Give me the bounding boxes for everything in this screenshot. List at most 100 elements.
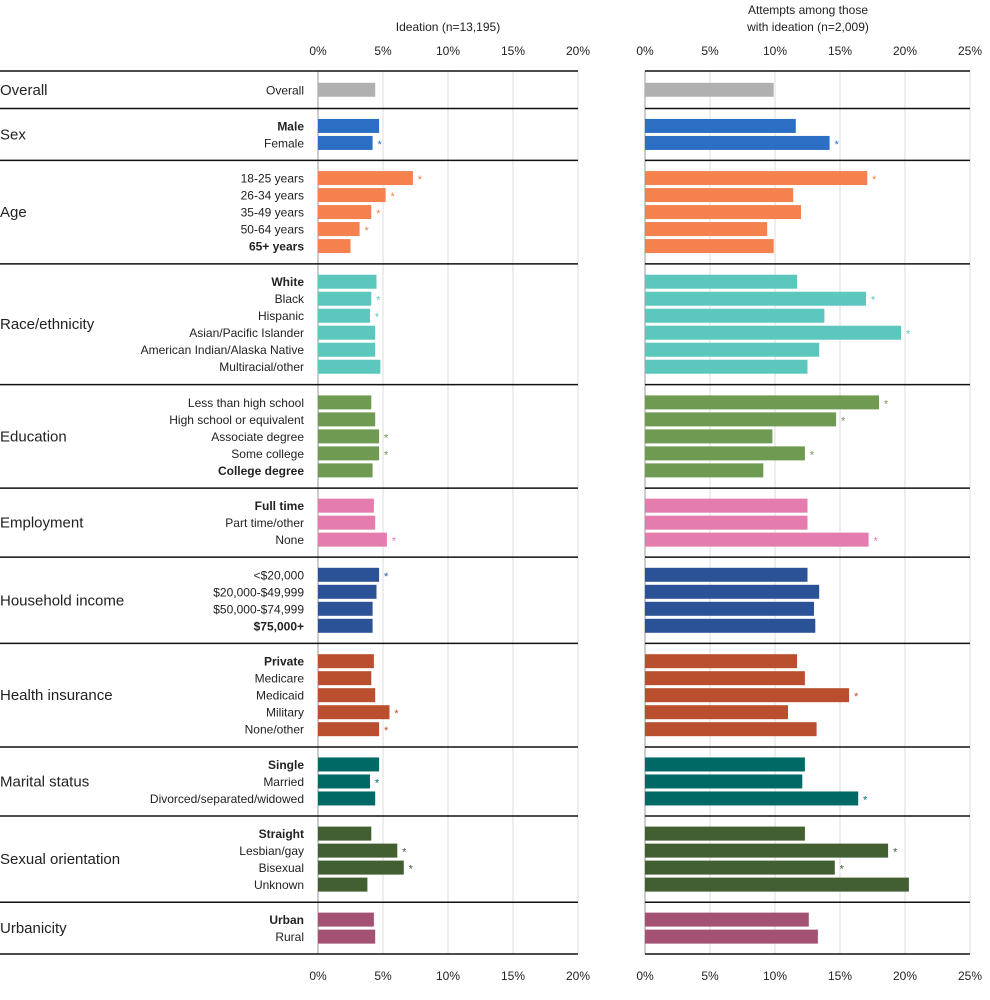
- bar-ideation: [318, 82, 376, 97]
- bar-attempts: [645, 412, 837, 427]
- significance-marker: *: [409, 864, 414, 876]
- bar-attempts: [645, 463, 764, 478]
- category-label: Part time/other: [225, 516, 304, 530]
- significance-marker: *: [840, 864, 845, 876]
- bar-ideation: [318, 826, 372, 841]
- significance-marker: *: [872, 174, 877, 186]
- bar-ideation: [318, 342, 376, 357]
- panel-title-attempts-line1: Attempts among those: [748, 3, 868, 17]
- group-label: Household income: [0, 592, 124, 609]
- significance-marker: *: [884, 398, 889, 410]
- bar-ideation: [318, 567, 380, 582]
- bar-ideation: [318, 498, 374, 513]
- category-label: Asian/Pacific Islander: [189, 326, 304, 340]
- significance-marker: *: [841, 415, 846, 427]
- bar-ideation: [318, 843, 398, 858]
- group-label: Marital status: [0, 773, 89, 790]
- tick-label-top: 5%: [701, 44, 719, 58]
- tick-label-bottom: 15%: [501, 969, 525, 983]
- category-label: Less than high school: [188, 396, 304, 410]
- bar-attempts: [645, 584, 820, 599]
- tick-label-top: 20%: [566, 44, 590, 58]
- category-label: Full time: [255, 499, 305, 513]
- tick-label-top: 0%: [309, 44, 327, 58]
- bar-attempts: [645, 722, 817, 737]
- bar-attempts: [645, 601, 814, 616]
- significance-marker: *: [854, 691, 859, 703]
- category-label: <$20,000: [254, 568, 305, 582]
- group-label: Urbanicity: [0, 920, 67, 937]
- bar-attempts: [645, 567, 808, 582]
- bar-ideation: [318, 308, 370, 323]
- bar-ideation: [318, 463, 373, 478]
- category-label: College degree: [218, 464, 304, 478]
- bar-attempts: [645, 912, 809, 927]
- tick-label-bottom: 10%: [436, 969, 460, 983]
- tick-label-top: 20%: [893, 44, 917, 58]
- bar-ideation: [318, 654, 374, 669]
- bar-ideation: [318, 688, 376, 703]
- group-label: Race/ethnicity: [0, 316, 95, 333]
- bar-attempts: [645, 291, 866, 306]
- bar-attempts: [645, 498, 808, 513]
- significance-marker: *: [402, 847, 407, 859]
- significance-marker: *: [906, 329, 911, 341]
- bar-attempts: [645, 205, 801, 220]
- tick-label-top: 15%: [501, 44, 525, 58]
- group-label: Sexual orientation: [0, 851, 120, 868]
- group-label: Employment: [0, 515, 84, 532]
- significance-marker: *: [384, 571, 389, 583]
- bar-attempts: [645, 843, 889, 858]
- significance-marker: *: [384, 449, 389, 461]
- bar-attempts: [645, 688, 850, 703]
- bar-attempts: [645, 188, 794, 203]
- panel-title-ideation: Ideation (n=13,195): [396, 20, 500, 34]
- tick-label-bottom: 20%: [893, 969, 917, 983]
- category-label: $75,000+: [254, 619, 304, 633]
- category-label: Medicare: [255, 672, 305, 686]
- bar-ideation: [318, 118, 380, 133]
- category-label: $50,000-$74,999: [213, 602, 304, 616]
- category-label: Lesbian/gay: [239, 844, 304, 858]
- category-label: Military: [266, 706, 304, 720]
- bar-ideation: [318, 618, 373, 633]
- bar-ideation: [318, 188, 386, 203]
- tick-label-bottom: 20%: [566, 969, 590, 983]
- bar-ideation: [318, 722, 380, 737]
- category-label: Unknown: [254, 878, 304, 892]
- bar-attempts: [645, 274, 798, 289]
- bar-ideation: [318, 912, 374, 927]
- tick-label-top: 25%: [958, 44, 982, 58]
- bar-ideation: [318, 205, 372, 220]
- category-label: None: [275, 533, 304, 547]
- bar-ideation: [318, 412, 376, 427]
- category-label: $20,000-$49,999: [213, 585, 304, 599]
- category-label: Private: [264, 655, 304, 669]
- bar-ideation: [318, 601, 373, 616]
- significance-marker: *: [377, 139, 382, 151]
- significance-marker: *: [893, 847, 898, 859]
- bar-attempts: [645, 826, 805, 841]
- category-label: Bisexual: [259, 861, 304, 875]
- category-label: 18-25 years: [241, 172, 304, 186]
- bar-ideation: [318, 135, 373, 150]
- bar-ideation: [318, 929, 376, 944]
- tick-label-bottom: 10%: [763, 969, 787, 983]
- bar-ideation: [318, 532, 387, 547]
- bar-attempts: [645, 532, 869, 547]
- category-label: 65+ years: [249, 240, 304, 254]
- tick-label-top: 10%: [436, 44, 460, 58]
- bar-attempts: [645, 82, 774, 97]
- bar-ideation: [318, 429, 380, 444]
- bar-ideation: [318, 671, 372, 686]
- significance-marker: *: [873, 536, 878, 548]
- category-label: Divorced/separated/widowed: [150, 792, 304, 806]
- bar-ideation: [318, 274, 377, 289]
- bar-ideation: [318, 171, 413, 186]
- bar-attempts: [645, 135, 830, 150]
- category-label: Urban: [269, 913, 304, 927]
- category-label: High school or equivalent: [169, 413, 304, 427]
- tick-label-top: 5%: [374, 44, 392, 58]
- category-label: Married: [263, 775, 304, 789]
